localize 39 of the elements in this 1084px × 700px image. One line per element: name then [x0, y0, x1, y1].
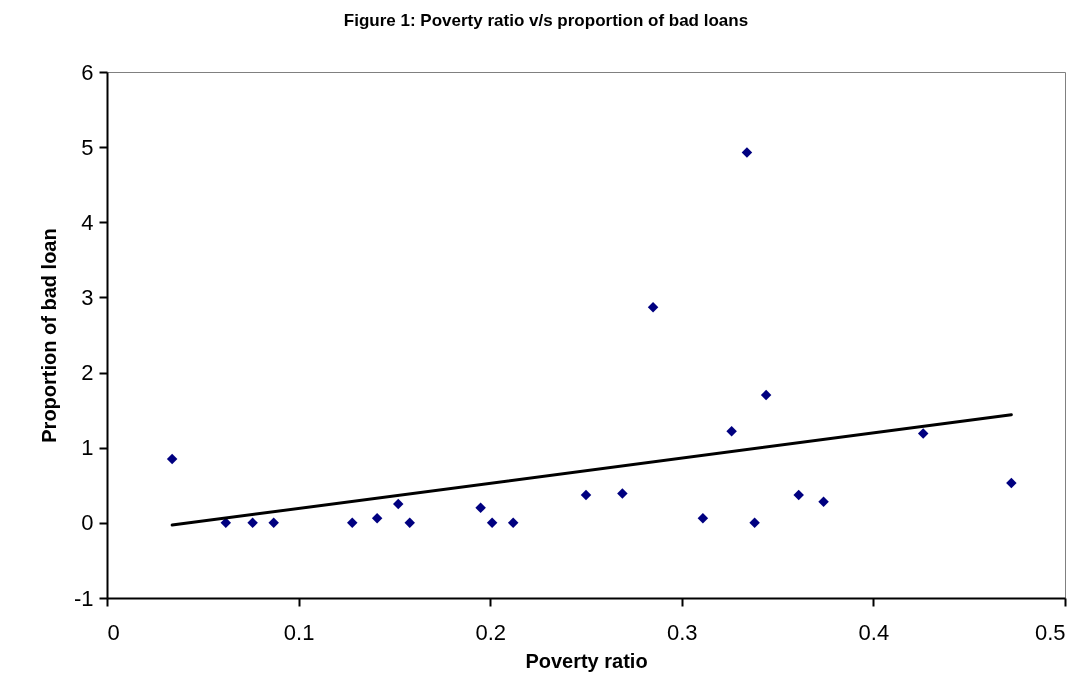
- y-tick-label: 2: [81, 360, 94, 386]
- y-tick-label: 4: [81, 209, 94, 235]
- point: [475, 502, 486, 514]
- y-tick-label: 3: [81, 284, 94, 310]
- y-tick-label: 6: [81, 59, 94, 85]
- point: [760, 389, 772, 401]
- y-tick-label: 5: [81, 134, 94, 160]
- point: [1006, 477, 1017, 489]
- point: [580, 489, 592, 501]
- point: [247, 517, 258, 529]
- point: [617, 488, 628, 499]
- point: [818, 496, 829, 508]
- x-tick-label: 0.3: [667, 619, 698, 645]
- point: [726, 425, 737, 437]
- point: [371, 513, 383, 524]
- point: [793, 489, 804, 501]
- x-tick-label: 0: [107, 619, 120, 645]
- y-tick-label: 0: [81, 510, 94, 536]
- point: [917, 428, 929, 439]
- point: [392, 498, 404, 510]
- x-tick-label: 0.1: [283, 619, 315, 645]
- point: [749, 517, 760, 529]
- point: [404, 517, 415, 529]
- point: [741, 147, 753, 158]
- point: [486, 517, 498, 529]
- point: [166, 453, 178, 465]
- point: [647, 301, 659, 313]
- x-tick-label: 0.2: [475, 619, 506, 645]
- y-axis-title: Proportion of bad loan: [37, 228, 60, 443]
- point: [347, 517, 358, 529]
- point: [507, 517, 519, 529]
- point: [697, 513, 709, 524]
- chart-title: Figure 1: Poverty ratio v/s proportion of bad loans: [343, 11, 749, 30]
- x-tick-label: 0.4: [858, 619, 890, 645]
- x-axis-title: Poverty ratio: [525, 649, 648, 672]
- x-tick-label: 0.5: [1034, 619, 1066, 645]
- y-tick-label: -1: [73, 585, 94, 611]
- point: [268, 517, 279, 529]
- y-tick-label: 1: [81, 435, 94, 461]
